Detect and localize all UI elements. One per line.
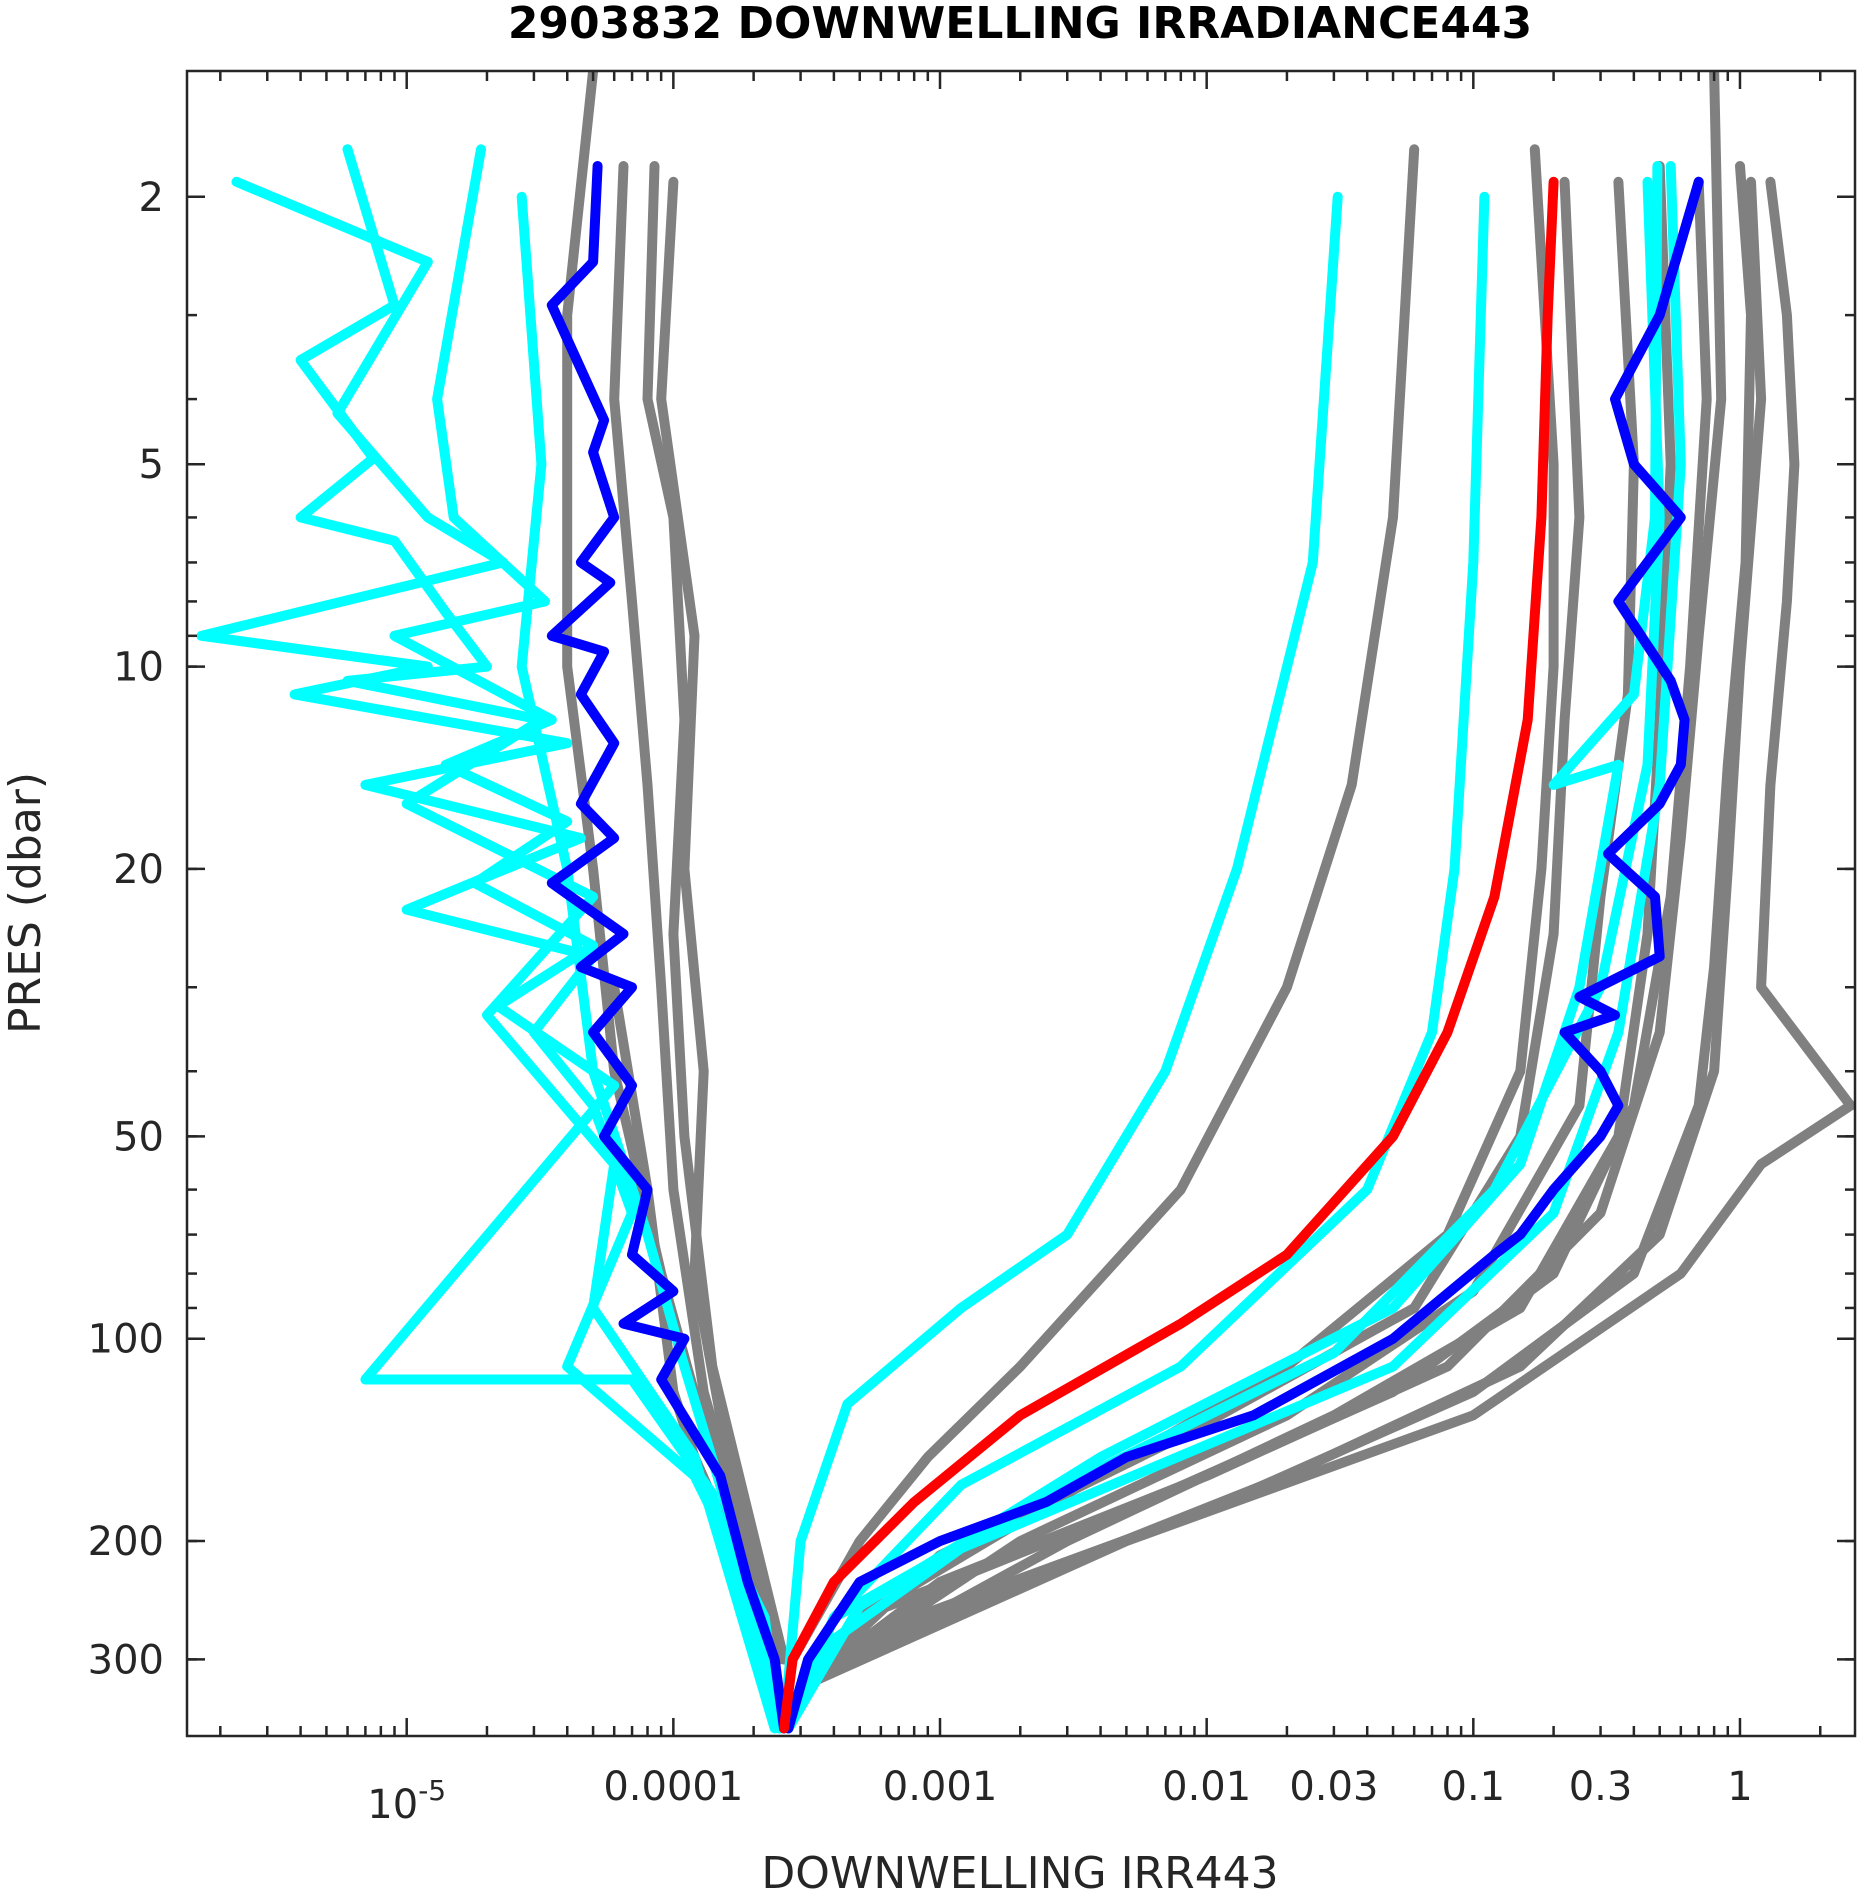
series-layer bbox=[196, 71, 1855, 1734]
series-line-cyan-19 bbox=[779, 191, 1343, 1734]
series-line-gray-6 bbox=[795, 144, 1559, 1693]
series-line-blue-25 bbox=[783, 176, 1704, 1734]
x-axis-label: DOWNWELLING IRR443 bbox=[761, 1848, 1278, 1896]
series-line-gray-5 bbox=[787, 144, 1420, 1665]
y-tick-label: 300 bbox=[88, 1637, 164, 1683]
y-tick-label: 200 bbox=[88, 1519, 164, 1565]
x-tick-label: 0.0001 bbox=[603, 1764, 743, 1810]
y-tick-label: 2 bbox=[139, 175, 164, 221]
x-tick-label: 0.3 bbox=[1569, 1764, 1633, 1810]
y-tick-label: 5 bbox=[139, 442, 164, 488]
x-tick-label: 10-5 bbox=[367, 1774, 446, 1828]
series-line-gray-14 bbox=[795, 176, 1712, 1693]
y-axis-label: PRES (dbar) bbox=[0, 772, 51, 1034]
x-tick-label: 0.001 bbox=[883, 1764, 998, 1810]
chart-title: 2903832 DOWNWELLING IRRADIANCE443 bbox=[508, 0, 1532, 49]
series-line-cyan-16 bbox=[295, 144, 780, 1734]
x-tick-label: 0.01 bbox=[1162, 1764, 1251, 1810]
x-tick-label: 0.1 bbox=[1442, 1764, 1506, 1810]
series-line-cyan-15 bbox=[196, 176, 785, 1734]
y-tick-label: 50 bbox=[113, 1114, 164, 1160]
series-line-gray-1 bbox=[609, 161, 785, 1665]
y-axis-ticks: 2 5 10 20 50 100 200 300 bbox=[88, 175, 1855, 1683]
y-tick-label: 10 bbox=[113, 645, 164, 691]
x-tick-label: 1 bbox=[1727, 1764, 1752, 1810]
series-line-gray-12 bbox=[795, 176, 1855, 1693]
series-line-cyan-17 bbox=[360, 144, 785, 1734]
series-line-red-26 bbox=[779, 176, 1559, 1734]
x-tick-label: 0.03 bbox=[1289, 1764, 1378, 1810]
series-line-blue-24 bbox=[546, 161, 789, 1734]
series-line-gray-8 bbox=[795, 176, 1639, 1693]
y-tick-label: 20 bbox=[113, 847, 164, 893]
x-axis-ticks: 10-5 0.0001 0.001 0.01 0.03 0.1 0.3 1 bbox=[219, 71, 1822, 1828]
series-line-cyan-22 bbox=[783, 161, 1686, 1734]
series-line-cyan-23 bbox=[783, 176, 1665, 1734]
y-tick-label: 100 bbox=[88, 1317, 164, 1363]
series-line-gray-3 bbox=[656, 176, 789, 1665]
series-line-gray-13 bbox=[795, 176, 1767, 1693]
